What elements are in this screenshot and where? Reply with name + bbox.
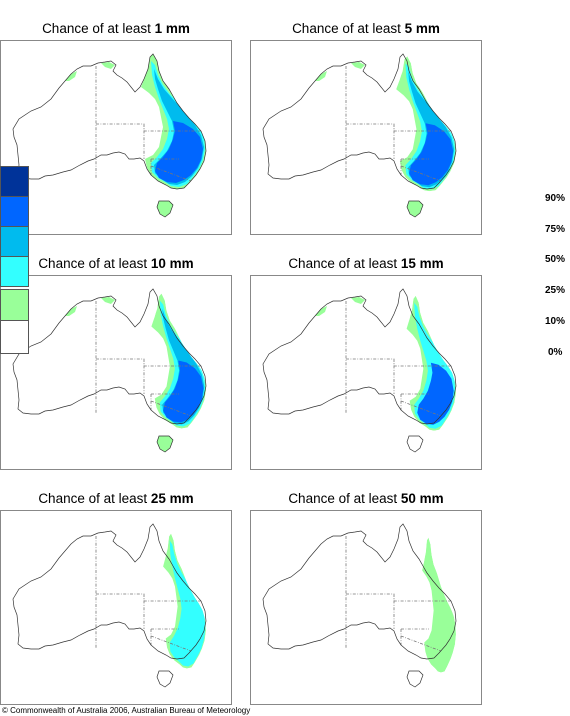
rain-probability-zone	[169, 540, 206, 667]
rain-probability-zone	[315, 297, 365, 316]
state-borders	[95, 301, 201, 417]
land-area	[13, 524, 206, 659]
map-frame	[0, 510, 232, 705]
legend-swatch-90-100	[0, 166, 29, 197]
state-borders	[345, 301, 451, 417]
rain-probability-zone	[315, 62, 365, 81]
tasmania	[406, 670, 424, 688]
tasmania	[156, 670, 174, 688]
australia-map	[262, 523, 457, 688]
legend-swatch-10-25	[0, 289, 29, 321]
state-borders	[95, 66, 201, 182]
map-frame	[0, 40, 232, 235]
rain-probability-zone	[163, 360, 204, 423]
tasmania	[406, 200, 424, 218]
coastline	[12, 53, 207, 190]
coastline	[262, 53, 457, 190]
rain-probability-zone	[417, 362, 454, 425]
rain-probability-zone	[155, 121, 203, 183]
rain-probability-zone	[409, 123, 454, 186]
tasmania	[406, 435, 424, 453]
legend-label: 0%	[548, 347, 563, 358]
rain-probability-zone	[65, 62, 115, 81]
australia-map	[12, 53, 207, 218]
legend-label: 90%	[545, 193, 566, 204]
legend-swatch-75-90	[0, 196, 29, 227]
legend-label: 25%	[545, 285, 566, 296]
state-borders	[345, 536, 451, 652]
map-frame	[250, 510, 482, 705]
legend-label: 10%	[545, 316, 566, 327]
legend-swatch-25-50	[0, 256, 29, 287]
map-frame	[250, 40, 482, 235]
panel-title: Chance of at least 10 mm	[38, 256, 194, 271]
panel-title: Chance of at least 1 mm	[42, 21, 190, 36]
land-area	[263, 524, 456, 659]
panel-title: Chance of at least 25 mm	[38, 491, 194, 506]
rain-probability-zone	[65, 297, 115, 316]
coastline	[262, 523, 457, 660]
legend-swatch-0-10	[0, 320, 29, 354]
panel-title: Chance of at least 5 mm	[292, 21, 440, 36]
map-frame	[250, 275, 482, 470]
australia-map	[12, 288, 207, 453]
panel-title: Chance of at least 50 mm	[288, 491, 444, 506]
australia-map	[262, 288, 457, 453]
australia-map	[12, 523, 207, 688]
panel-title: Chance of at least 15 mm	[288, 256, 444, 271]
coastline	[12, 523, 207, 660]
australia-map	[262, 53, 457, 218]
coastline	[12, 288, 207, 425]
legend-swatch-50-75	[0, 226, 29, 257]
tasmania	[156, 200, 174, 218]
rain-probability-zone	[422, 537, 456, 673]
map-frame	[0, 275, 232, 470]
legend-label: 75%	[545, 224, 566, 235]
legend-label: 50%	[545, 254, 566, 265]
state-borders	[345, 66, 451, 182]
copyright-notice: © Commonwealth of Australia 2006, Austra…	[2, 706, 251, 715]
coastline	[262, 288, 457, 425]
land-area	[263, 289, 456, 424]
state-borders	[95, 536, 201, 652]
tasmania	[156, 435, 174, 453]
